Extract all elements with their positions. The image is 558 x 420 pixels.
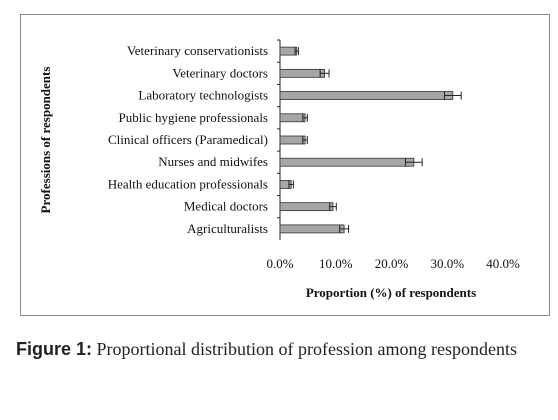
bar bbox=[279, 113, 306, 123]
error-bar bbox=[302, 113, 308, 122]
error-bar bbox=[443, 91, 462, 100]
error-bar bbox=[329, 202, 337, 211]
bar bbox=[279, 91, 454, 100]
category-label: Health education professionals bbox=[108, 176, 268, 191]
error-bar bbox=[288, 180, 294, 189]
bar bbox=[279, 68, 325, 78]
x-tick-label: 10.0% bbox=[319, 256, 353, 271]
category-labels: Veterinary conservationists Veterinary do… bbox=[108, 43, 268, 236]
bar-chart: Veterinary conservationists Veterinary do… bbox=[38, 39, 520, 300]
category-label: Medical doctors bbox=[184, 199, 268, 214]
category-label: Veterinary doctors bbox=[172, 65, 268, 80]
bar bbox=[279, 224, 345, 234]
error-bar bbox=[339, 224, 350, 233]
category-label: Nurses and midwifes bbox=[158, 154, 268, 169]
x-axis-label: Proportion (%) of respondents bbox=[306, 285, 476, 300]
y-axis-label: Professions of respondents bbox=[38, 67, 53, 214]
category-label: Veterinary conservationists bbox=[127, 43, 268, 58]
chart-bars bbox=[279, 46, 462, 234]
error-bar bbox=[404, 158, 423, 167]
chart-axes bbox=[277, 39, 281, 240]
bar bbox=[279, 46, 298, 56]
category-label: Laboratory technologists bbox=[138, 88, 268, 103]
category-label: Clinical officers (Paramedical) bbox=[108, 132, 268, 147]
x-tick-label: 0.0% bbox=[266, 256, 293, 271]
bar bbox=[279, 157, 415, 167]
x-tick-label: 40.0% bbox=[486, 256, 520, 271]
bar bbox=[279, 202, 334, 212]
error-bar bbox=[319, 69, 330, 78]
error-bar bbox=[294, 47, 299, 56]
figure-caption-text: Proportional distribution of profession … bbox=[96, 339, 517, 359]
x-tick-labels: 0.0% 10.0% 20.0% 30.0% 40.0% bbox=[266, 256, 520, 271]
figure-caption: Figure 1: Proportional distribution of p… bbox=[16, 338, 546, 360]
bar bbox=[279, 135, 306, 145]
figure-label: Figure 1: bbox=[16, 339, 93, 359]
error-bar bbox=[302, 136, 308, 144]
category-label: Public hygiene professionals bbox=[119, 110, 268, 125]
x-tick-label: 30.0% bbox=[430, 256, 464, 271]
category-label: Agriculturalists bbox=[187, 221, 268, 236]
x-tick-label: 20.0% bbox=[375, 256, 409, 271]
